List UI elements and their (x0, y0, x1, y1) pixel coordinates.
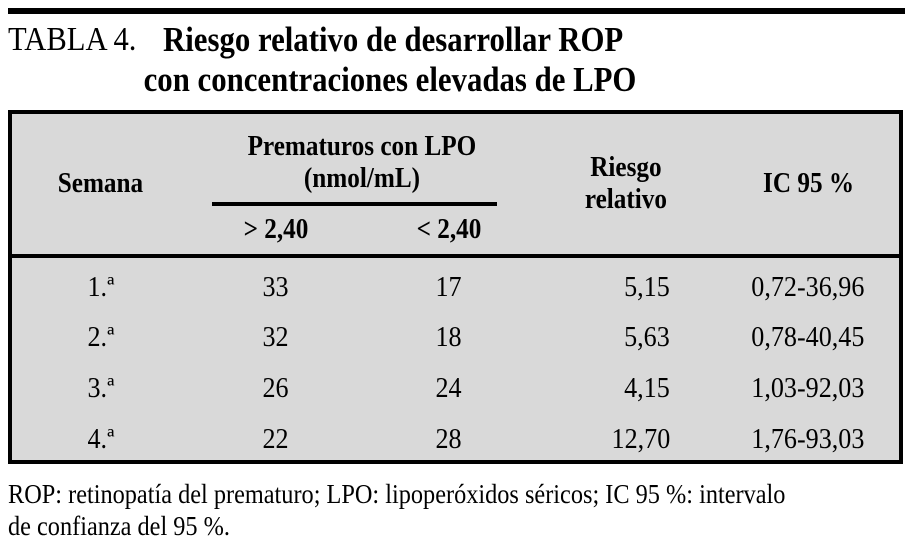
cell-gt: 32 (262, 321, 289, 353)
cell-lt: 24 (435, 372, 462, 404)
table-row: 2.ª 32 18 5,63 0,78-40,45 (12, 307, 899, 358)
table-caption-title-line2: con concentraciones elevadas de LPO (143, 59, 637, 99)
table-footnote: ROP: retinopatía del prematuro; LPO: lip… (8, 478, 785, 543)
rop-risk-table: Semana Prematuros con LPO (nmol/mL) Ries… (12, 114, 899, 460)
column-header-group-lpo: Prematuros con LPO (nmol/mL) (189, 114, 535, 206)
cell-semana: 2.ª (87, 321, 115, 353)
cell-lt: 17 (435, 271, 462, 303)
column-header-ic95: IC 95 % (717, 114, 899, 258)
column-header-lt-240: < 2,40 (362, 206, 536, 258)
table-caption: TABLA 4. Riesgo relativo de desarrollar … (8, 20, 701, 100)
column-header-gt-240: > 2,40 (189, 206, 363, 258)
cell-ic95: 1,76-93,03 (751, 423, 865, 455)
header-row-2: > 2,40 < 2,40 (12, 206, 899, 258)
cell-gt: 33 (262, 271, 289, 303)
cell-lt: 28 (435, 423, 462, 455)
cell-ic95: 0,78-40,45 (751, 321, 865, 353)
cell-gt: 26 (262, 372, 289, 404)
group-header-rule (211, 202, 498, 206)
cell-ic95: 1,03-92,03 (751, 372, 865, 404)
table-body: 1.ª 33 17 5,15 0,72-36,96 2.ª 32 18 5,63… (12, 256, 899, 460)
cell-semana: 3.ª (87, 372, 115, 404)
cell-gt: 22 (262, 423, 289, 455)
cell-riesgo-relativo: 5,63 (624, 321, 671, 353)
column-header-riesgo-relativo: Riesgo relativo (535, 114, 718, 258)
footnote-line2: de confianza del 95 %. (8, 511, 230, 542)
footnote-line1: ROP: retinopatía del prematuro; LPO: lip… (8, 479, 786, 509)
header-row-1: Semana Prematuros con LPO (nmol/mL) Ries… (12, 114, 899, 258)
table-caption-title-line1: Riesgo relativo de desarrollar ROP (162, 20, 623, 59)
top-rule (8, 8, 905, 14)
cell-semana: 1.ª (87, 271, 115, 303)
table-row: 1.ª 33 17 5,15 0,72-36,96 (12, 256, 899, 307)
table-header: Semana Prematuros con LPO (nmol/mL) Ries… (12, 114, 899, 258)
rop-risk-table-frame: Semana Prematuros con LPO (nmol/mL) Ries… (8, 110, 903, 464)
table-row: 4.ª 22 28 12,70 1,76-93,03 (12, 409, 899, 460)
cell-riesgo-relativo: 4,15 (624, 372, 671, 404)
cell-riesgo-relativo: 12,70 (611, 423, 671, 455)
column-header-semana: Semana (12, 114, 190, 258)
cell-ic95: 0,72-36,96 (751, 271, 865, 303)
column-header-group-label: Prematuros con LPO (nmol/mL) (248, 130, 477, 194)
table-caption-title: Riesgo relativo de desarrollar ROP con c… (143, 20, 636, 100)
table-row: 3.ª 26 24 4,15 1,03-92,03 (12, 358, 899, 409)
cell-lt: 18 (435, 321, 462, 353)
cell-riesgo-relativo: 5,15 (624, 271, 671, 303)
table-caption-number: TABLA 4. (8, 21, 137, 58)
cell-semana: 4.ª (87, 423, 115, 455)
